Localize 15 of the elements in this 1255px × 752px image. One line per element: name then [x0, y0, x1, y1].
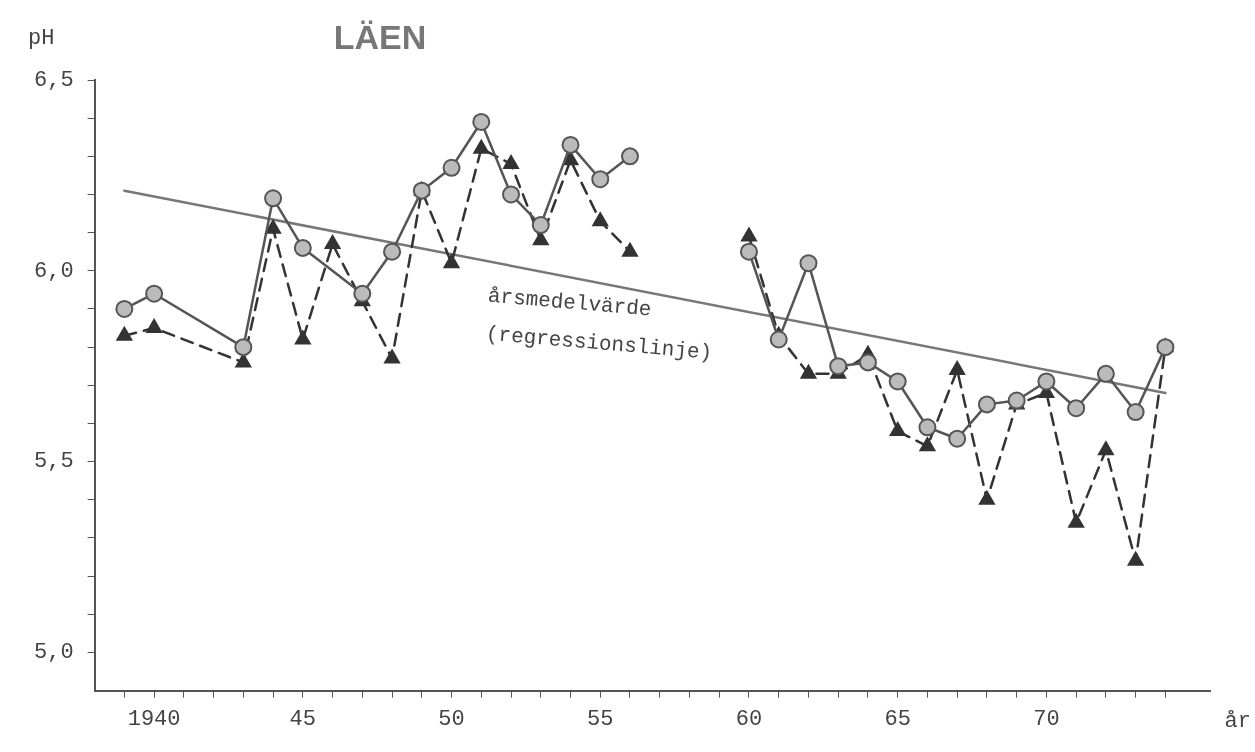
y-axis-title: pH: [28, 25, 55, 51]
x-tick-label: 50: [438, 706, 465, 732]
y-tick-label: 6,5: [34, 67, 74, 93]
y-tick-label: 5,0: [34, 640, 74, 666]
x-tick-label: 60: [735, 706, 763, 732]
x-tick-label: 70: [1033, 706, 1060, 732]
x-tick-label: 65: [884, 706, 911, 732]
y-tick-label: 6,0: [34, 258, 74, 284]
x-axis-title: år: [1224, 709, 1251, 735]
chart-title: LÄEN: [333, 18, 427, 57]
x-tick-label: 1940: [127, 706, 181, 732]
annotation: årsmedelvärde: [487, 284, 653, 322]
x-tick-label: 45: [289, 706, 317, 732]
x-tick-label: 55: [587, 706, 614, 732]
y-tick-label: 5,5: [34, 449, 74, 475]
